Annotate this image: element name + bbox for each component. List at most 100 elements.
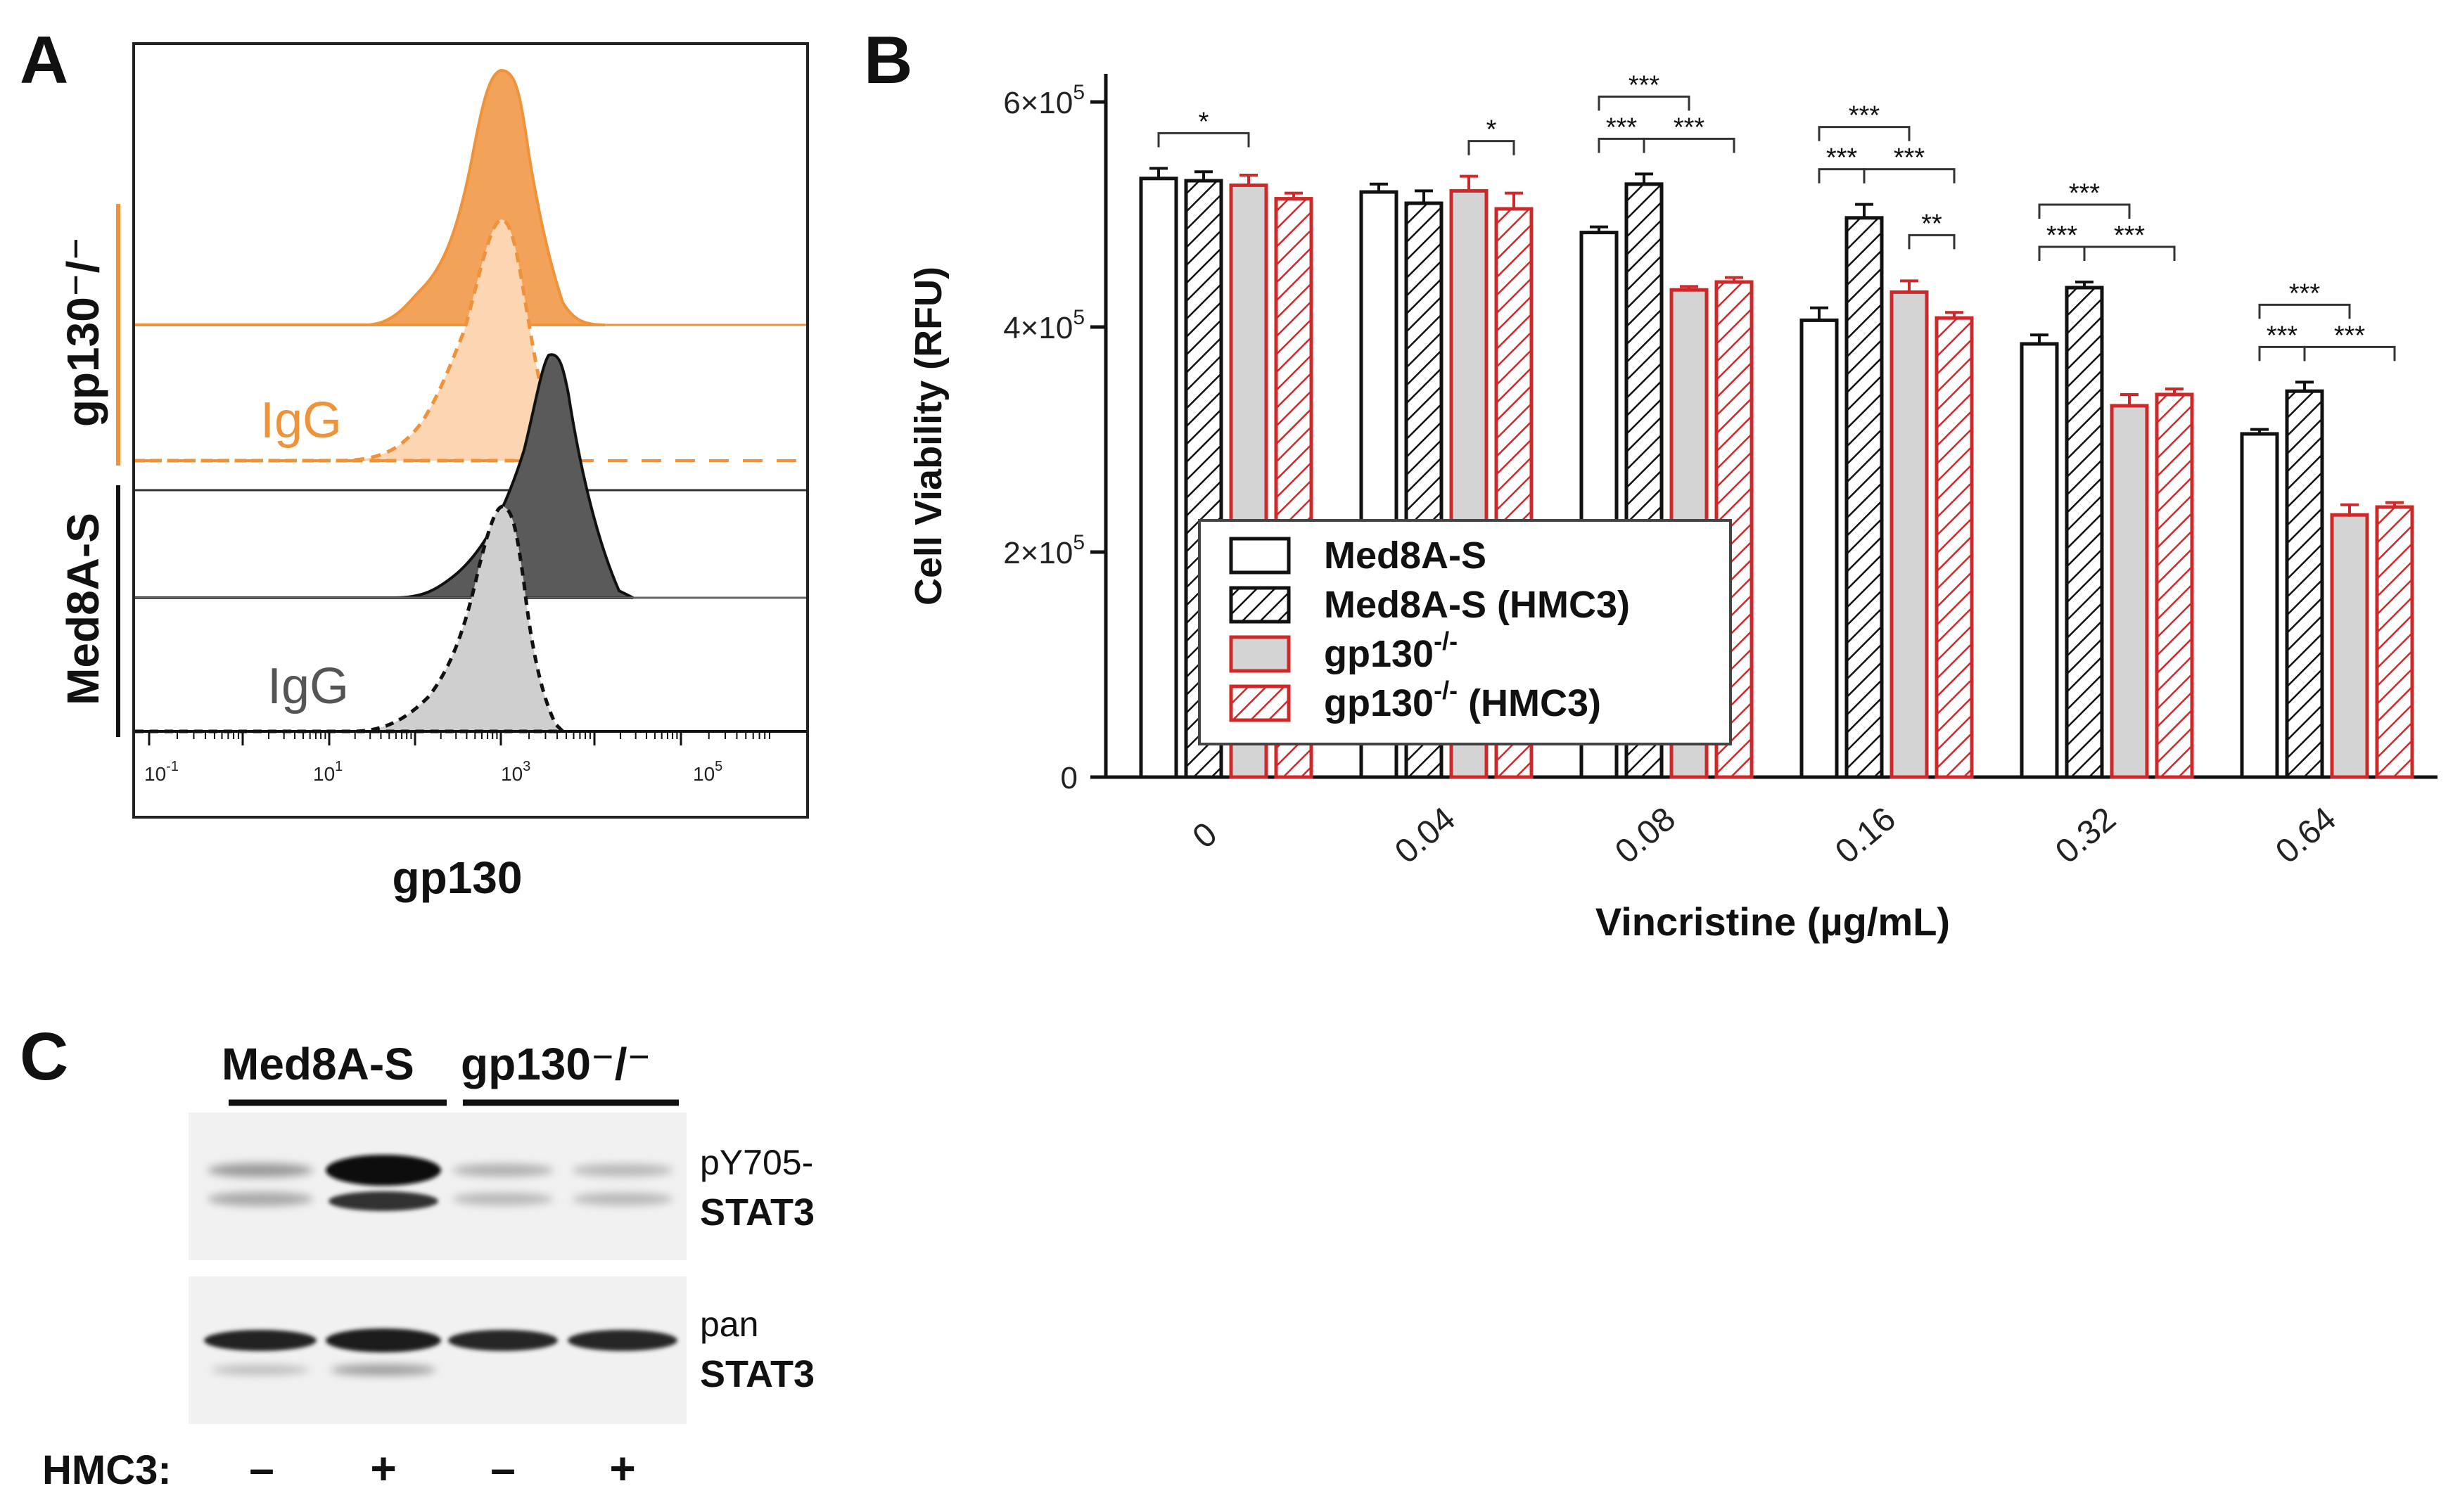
pstat3-bands [208, 1155, 673, 1211]
significance-bracket [1818, 126, 1911, 141]
bar [2285, 389, 2324, 779]
bar [2110, 404, 2149, 779]
x-tick-label: 0.32 [2048, 800, 2123, 871]
significance-bracket [1908, 233, 1956, 250]
legend-swatch-med8a [1229, 537, 1291, 575]
bar-chart: * * *** ********* ******** *** ********* ******… [907, 70, 2437, 944]
significance-bracket [1863, 168, 1956, 184]
significance-bracket [2258, 303, 2351, 319]
significance-label: *** [1629, 70, 1660, 100]
legend-swatch-med8a-hmc3 [1229, 586, 1291, 624]
x-tick-label: 0.16 [1828, 800, 1903, 871]
significance-label: *** [1674, 113, 1705, 142]
band [329, 1191, 438, 1211]
bar [1799, 318, 1839, 779]
flow-histogram-panel: 10-1 101 103 105 IgG IgG gp130 gp130⁻/⁻ … [58, 42, 809, 903]
blot-label-pan-bottom: STAT3 [700, 1353, 815, 1395]
significance-label: *** [1894, 143, 1925, 173]
significance-bracket [1643, 137, 1735, 153]
bar [2020, 342, 2059, 779]
flow-tick-label-2: 101 [313, 759, 343, 785]
bar [1139, 177, 1178, 779]
band [208, 1192, 313, 1206]
significance-bracket [1598, 95, 1690, 111]
flow-frame [132, 42, 809, 819]
significance-bracket [2083, 245, 2176, 261]
legend-entry-4: gp130-/- (HMC3) [1324, 676, 1601, 724]
x-tick-label: 0.64 [2269, 800, 2343, 871]
flow-x-label: gp130 [393, 852, 523, 903]
chart-legend: Med8A-S Med8A-S (HMC3) gp130-/- gp130-/-… [1198, 519, 1732, 745]
legend-entry-1: Med8A-S [1324, 534, 1486, 577]
gp130-ko-histogram [135, 68, 606, 326]
band [211, 1365, 310, 1375]
x-tick-label: 0.08 [1608, 800, 1683, 871]
y-tick-label: 4×105 [1003, 306, 1085, 345]
flow-igg-gray-label: IgG [267, 658, 349, 715]
chart-x-label: Vincristine (µg/mL) [1595, 899, 1950, 944]
band [568, 1330, 677, 1351]
chart-significance: * * *** ********* ******** *** ********* ****** [1157, 70, 2396, 361]
blot-label-pstat3-bottom: STAT3 [700, 1191, 815, 1234]
med8a-histogram [135, 353, 634, 599]
med8a-group-label: Med8A-S [58, 513, 108, 705]
y-tick-label: 2×105 [1003, 531, 1085, 570]
flow-tick-label-4: 105 [693, 759, 722, 785]
band [572, 1193, 673, 1205]
band [331, 1364, 436, 1376]
bar [1889, 290, 1929, 779]
significance-label: *** [2289, 278, 2321, 308]
significance-label: *** [1849, 101, 1880, 131]
band [326, 1328, 441, 1352]
flow-tick-label-1: 10-1 [144, 759, 179, 785]
hmc3-label: HMC3: [42, 1447, 172, 1493]
significance-label: ** [1921, 209, 1942, 238]
y-tick-label: 0 [1061, 761, 1078, 795]
med8a-igg-histogram [135, 504, 568, 733]
band [452, 1193, 554, 1205]
pan-stat3-bands [204, 1328, 677, 1376]
blot-group-med8a: Med8A-S [222, 1039, 414, 1089]
hmc3-lane-2: + [370, 1443, 396, 1494]
blot-group-gp130: gp130⁻/⁻ [461, 1039, 651, 1089]
significance-label: *** [2046, 221, 2078, 250]
bar [2155, 392, 2194, 779]
gp130-ko-group-label: gp130⁻/⁻ [58, 237, 108, 427]
significance-bracket [2303, 345, 2396, 361]
significance-label: * [1199, 107, 1209, 136]
panel-a-label: A [20, 23, 68, 98]
blot-pstat3 [189, 1113, 687, 1260]
hmc3-lane-4: + [609, 1443, 635, 1494]
bar [1844, 216, 1884, 779]
y-tick-label: 6×105 [1003, 81, 1085, 120]
band [452, 1164, 554, 1177]
bar [2065, 286, 2104, 779]
significance-bracket [2038, 203, 2131, 219]
legend-swatch-gp130-hmc3 [1229, 684, 1291, 722]
band [204, 1330, 317, 1351]
significance-bracket [1467, 140, 1515, 155]
blot-label-pan-top: pan [700, 1305, 758, 1344]
band [448, 1330, 558, 1351]
significance-label: *** [2069, 179, 2101, 208]
flow-axis-ticks [148, 731, 770, 745]
legend-entry-2: Med8A-S (HMC3) [1324, 584, 1630, 626]
bar [2330, 513, 2369, 779]
panel-b-label: B [864, 23, 912, 98]
panel-c-label: C [20, 1019, 68, 1094]
x-tick-label: 0.04 [1388, 800, 1462, 871]
significance-label: *** [2114, 221, 2146, 250]
flow-igg-orange-label: IgG [260, 392, 342, 449]
band [208, 1163, 313, 1177]
hmc3-lane-3: – [490, 1443, 516, 1494]
bar [1935, 316, 1974, 779]
significance-label: *** [1826, 143, 1858, 173]
chart-axes [1090, 74, 2437, 779]
bar [2375, 505, 2414, 779]
legend-entry-3: gp130-/- [1324, 627, 1458, 675]
significance-label: *** [2267, 321, 2298, 350]
bar [2240, 432, 2279, 779]
band [326, 1155, 441, 1186]
blot-label-pstat3-top: pY705- [700, 1143, 813, 1182]
gp130-ko-igg-histogram [135, 217, 578, 463]
